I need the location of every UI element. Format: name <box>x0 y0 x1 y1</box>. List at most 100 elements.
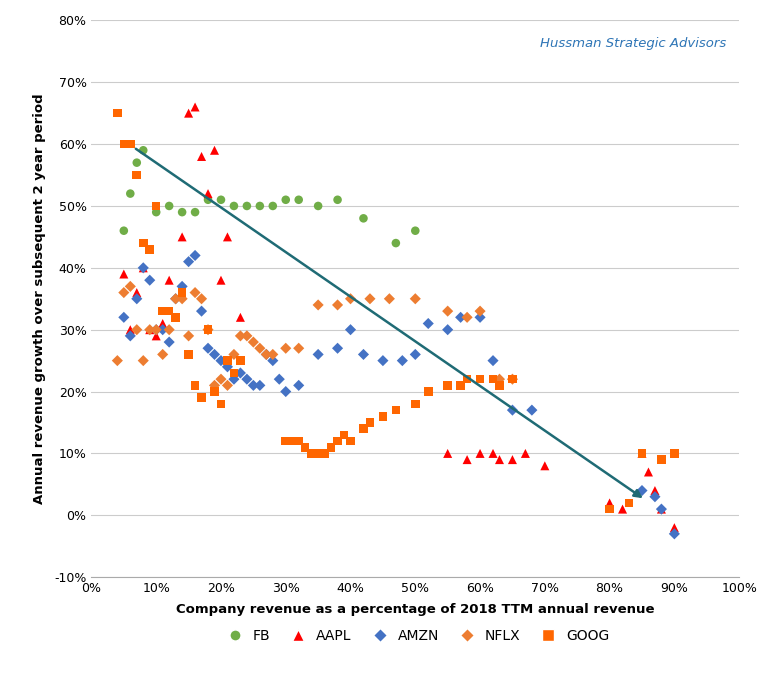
Point <box>312 299 325 310</box>
Point <box>111 355 123 366</box>
Point <box>124 188 136 199</box>
Point <box>422 386 434 397</box>
Point <box>163 200 175 211</box>
Point <box>461 454 473 465</box>
Point <box>649 485 661 496</box>
Point <box>474 312 486 323</box>
Point <box>286 436 298 447</box>
Point <box>507 405 519 416</box>
Point <box>131 325 143 335</box>
Point <box>344 325 357 335</box>
Point <box>409 225 421 236</box>
Point <box>604 504 616 515</box>
Point <box>163 306 175 316</box>
Point <box>642 466 655 477</box>
Point <box>157 306 169 316</box>
Point <box>364 417 376 428</box>
Point <box>169 293 182 304</box>
Point <box>261 349 273 360</box>
Point <box>254 343 266 354</box>
Point <box>195 293 207 304</box>
Point <box>461 373 473 384</box>
Point <box>331 436 344 447</box>
Point <box>409 293 421 304</box>
Point <box>494 380 506 391</box>
Point <box>389 405 402 416</box>
Point <box>280 386 292 397</box>
Point <box>454 312 466 323</box>
Point <box>183 349 195 360</box>
Point <box>157 318 169 329</box>
Point <box>124 331 136 342</box>
Point <box>293 436 305 447</box>
Point <box>235 355 247 366</box>
Point <box>461 312 473 323</box>
Point <box>668 448 680 459</box>
Point <box>274 373 286 384</box>
Point <box>137 145 149 155</box>
Point <box>124 139 136 149</box>
Point <box>215 355 227 366</box>
Point <box>124 325 136 335</box>
Point <box>221 380 233 391</box>
Point <box>131 293 143 304</box>
Point <box>494 373 506 384</box>
Point <box>202 194 214 205</box>
Point <box>494 454 506 465</box>
Point <box>261 349 273 360</box>
Point <box>241 331 253 342</box>
Point <box>293 194 305 205</box>
Point <box>137 262 149 273</box>
Point <box>209 145 221 155</box>
Point <box>312 448 325 459</box>
Point <box>396 355 408 366</box>
Point <box>325 442 337 453</box>
Point <box>150 325 162 335</box>
Point <box>487 355 499 366</box>
Point <box>389 238 402 249</box>
Point <box>221 232 233 242</box>
Point <box>143 325 156 335</box>
Point <box>254 380 266 391</box>
Point <box>254 200 266 211</box>
Point <box>215 373 227 384</box>
Point <box>267 355 279 366</box>
Point <box>202 343 214 354</box>
Point <box>668 522 680 533</box>
Point <box>526 405 538 416</box>
Point <box>157 325 169 335</box>
Point <box>636 485 648 496</box>
Point <box>150 325 162 335</box>
Point <box>189 250 201 261</box>
Point <box>189 102 201 113</box>
Point <box>209 349 221 360</box>
Point <box>474 448 486 459</box>
Point <box>312 349 325 360</box>
Point <box>117 139 130 149</box>
Point <box>183 108 195 119</box>
Point <box>312 200 325 211</box>
Point <box>215 275 227 286</box>
Point <box>228 373 240 384</box>
Point <box>383 293 395 304</box>
Point <box>655 504 668 515</box>
Point <box>137 238 149 249</box>
Point <box>143 244 156 255</box>
Point <box>331 194 344 205</box>
Point <box>241 200 253 211</box>
Point <box>202 188 214 199</box>
Point <box>215 399 227 409</box>
Point <box>247 337 259 348</box>
Point <box>117 287 130 298</box>
Point <box>176 232 188 242</box>
Point <box>474 306 486 316</box>
Point <box>195 306 207 316</box>
Point <box>176 206 188 217</box>
Point <box>539 460 551 471</box>
Point <box>131 287 143 298</box>
Point <box>157 349 169 360</box>
Point <box>235 312 247 323</box>
Point <box>442 380 454 391</box>
Point <box>293 343 305 354</box>
Point <box>176 281 188 292</box>
